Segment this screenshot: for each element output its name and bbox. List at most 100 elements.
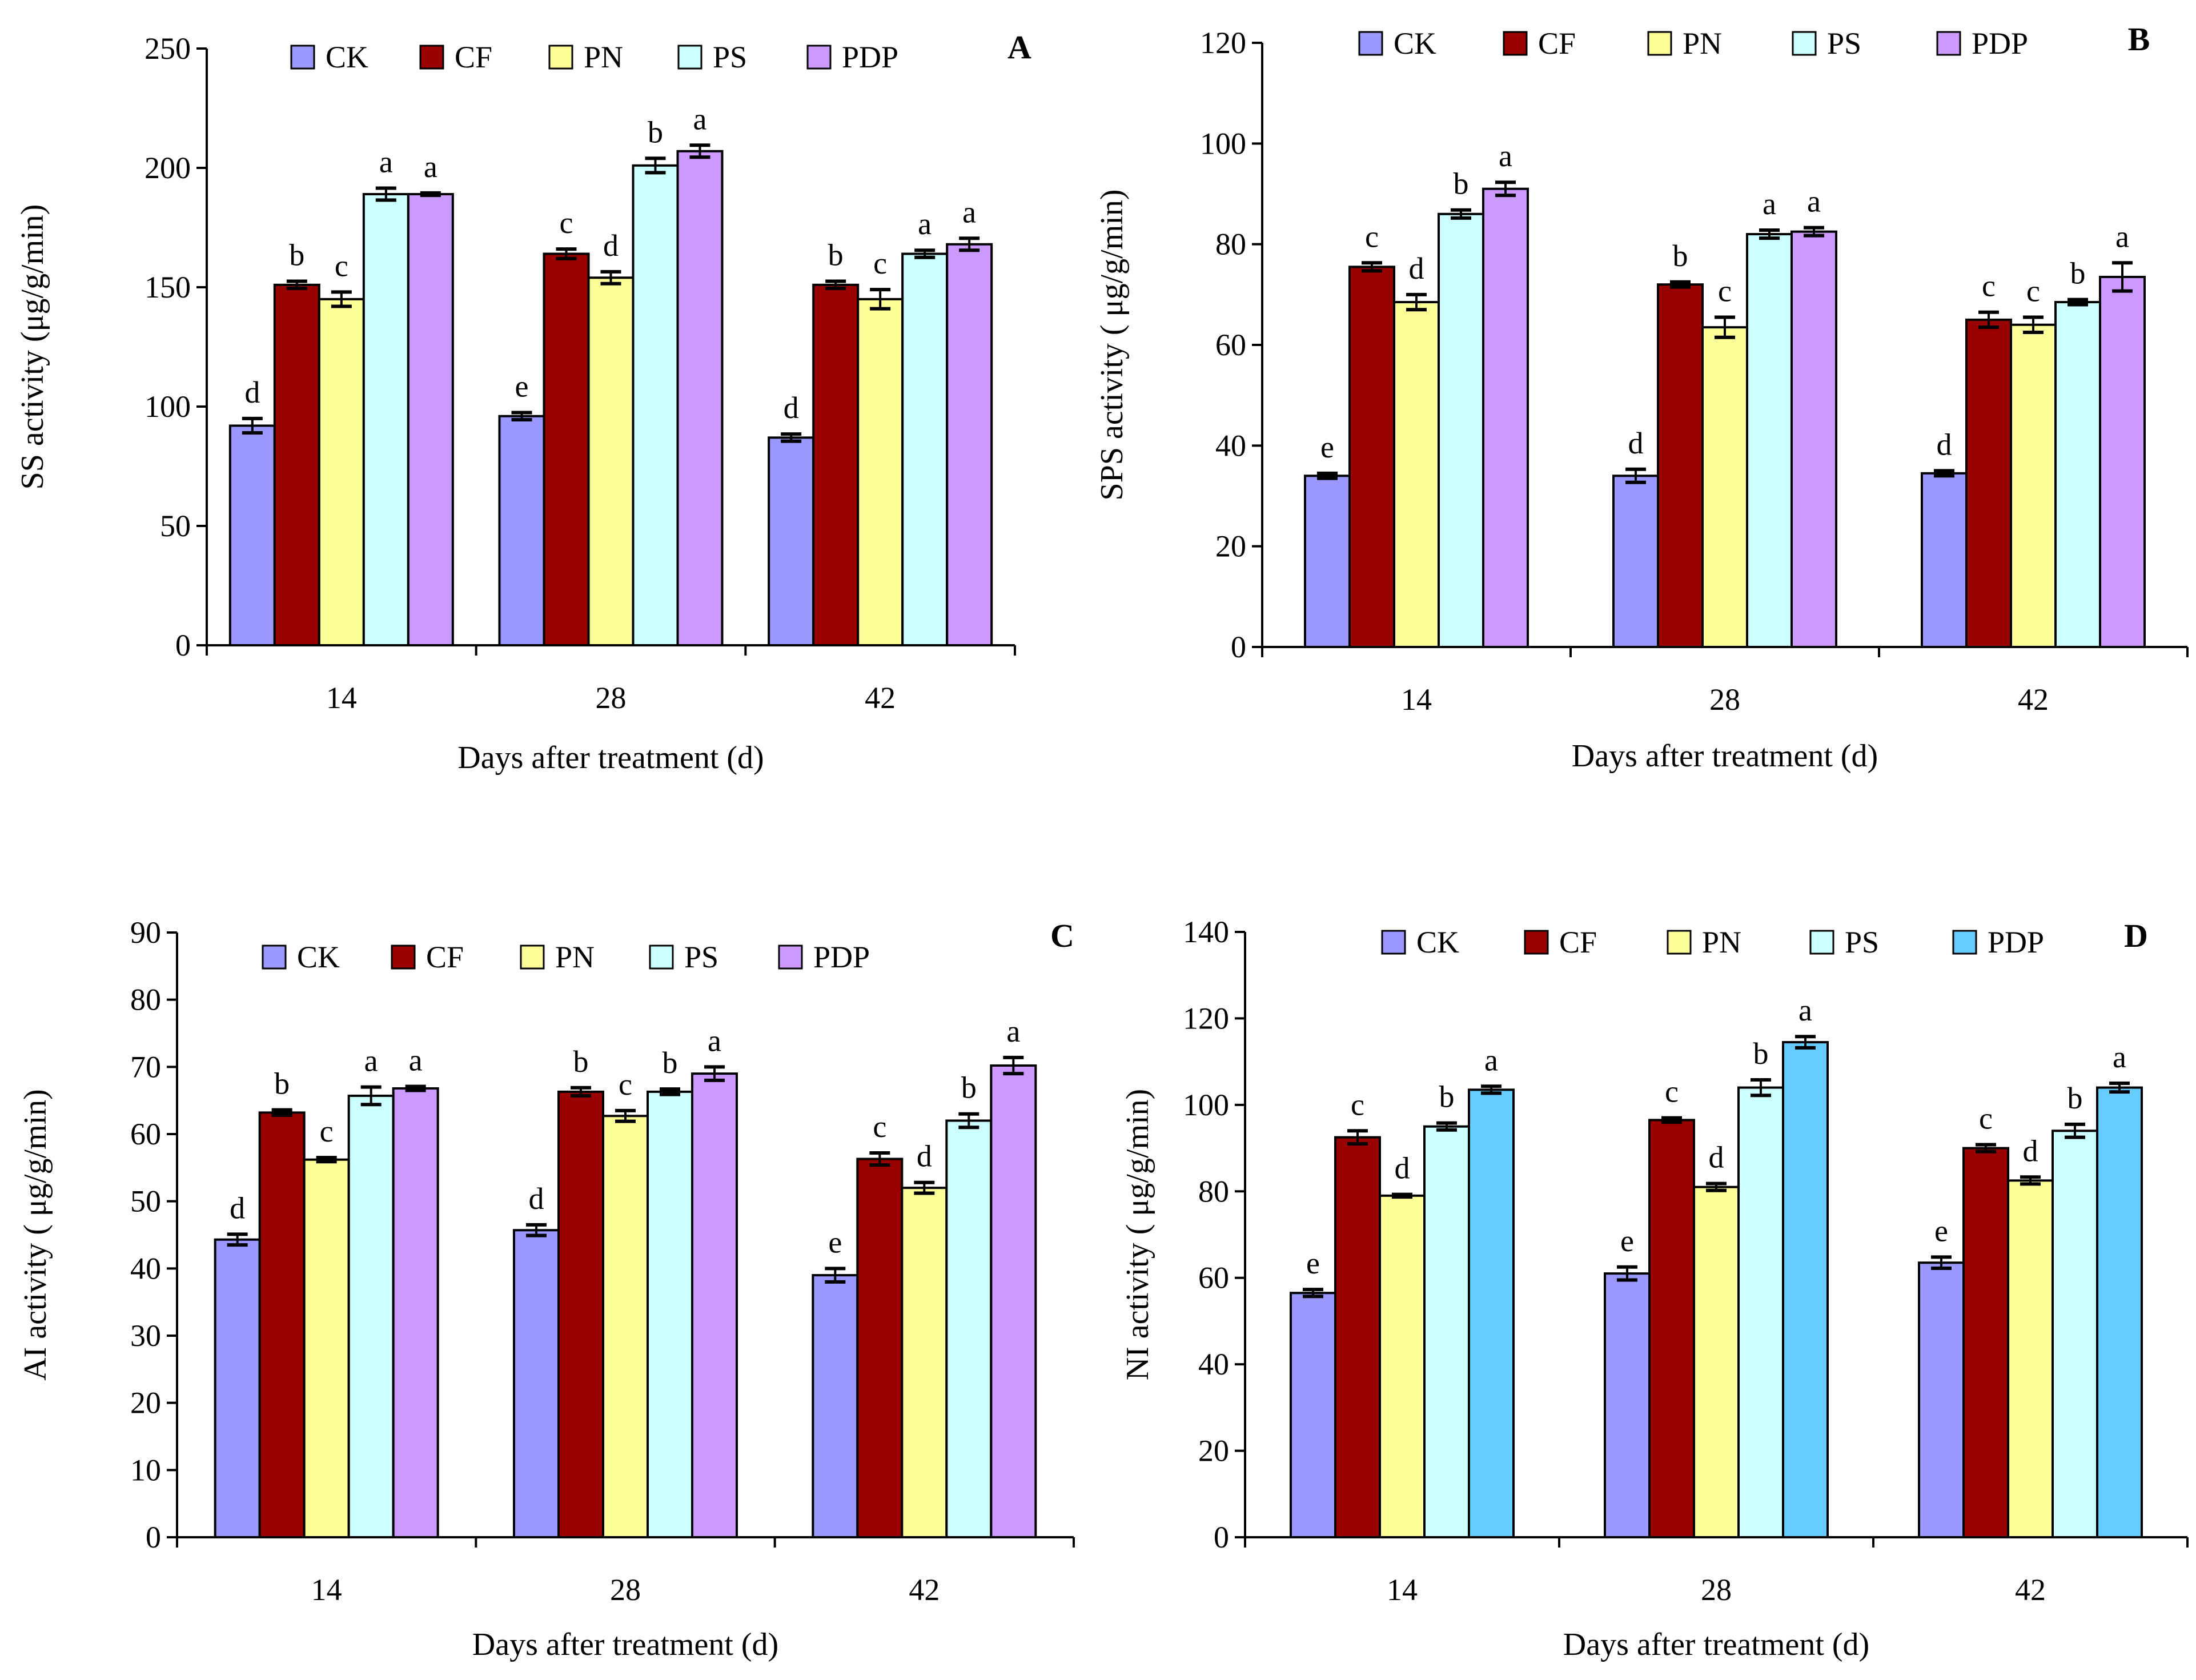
significance-letter: e — [1934, 1213, 1948, 1248]
significance-letter: a — [2113, 1040, 2126, 1074]
legend-swatch-ck — [262, 945, 287, 970]
legend-swatch-pn — [1647, 31, 1672, 56]
bar-ck — [1604, 1272, 1651, 1538]
bar-cf — [273, 283, 320, 646]
bar-pn — [2010, 323, 2057, 648]
significance-letter: b — [1753, 1036, 1769, 1071]
bar-pn — [901, 1187, 948, 1538]
significance-letter: d — [529, 1181, 544, 1216]
significance-letter: b — [1673, 239, 1688, 273]
significance-letter: b — [1439, 1080, 1455, 1114]
x-axis-title: Days after treatment (d) — [472, 1627, 778, 1662]
y-tick-label: 80 — [1198, 1174, 1229, 1208]
bar-pn — [1701, 326, 1748, 648]
bar-cf — [543, 252, 590, 647]
legend-swatch-ck — [290, 45, 315, 70]
legend-swatch-cf — [419, 45, 444, 70]
significance-letter: d — [2023, 1134, 2038, 1168]
legend-swatch-pdp — [1936, 31, 1961, 56]
legend-label-ck: CK — [1394, 26, 1436, 61]
legend-swatch-pdp — [1952, 930, 1977, 955]
y-tick-label: 0 — [1231, 630, 1246, 664]
significance-letter: c — [873, 1110, 886, 1144]
bar-pdp — [407, 192, 454, 647]
legend-swatch-pn — [548, 45, 573, 70]
significance-letter: c — [1979, 1102, 1993, 1136]
legend-swatch-ps — [1809, 930, 1834, 955]
significance-letter: a — [1484, 1043, 1498, 1077]
significance-letter: b — [274, 1067, 290, 1101]
bar-ck — [812, 1274, 859, 1539]
bar-pdp — [1482, 187, 1529, 648]
significance-letter: e — [1320, 430, 1334, 464]
bar-pdp — [2096, 1086, 2143, 1538]
y-tick-label: 50 — [160, 509, 191, 543]
x-tick-label: 42 — [865, 681, 896, 715]
significance-letter: c — [1365, 219, 1379, 254]
significance-letter: e — [1620, 1224, 1634, 1258]
y-tick-label: 0 — [1214, 1520, 1229, 1554]
significance-letter: e — [515, 369, 529, 403]
significance-letter: d — [1709, 1140, 1724, 1175]
legend-swatch-ck — [1358, 31, 1383, 56]
significance-letter: c — [873, 246, 887, 280]
y-tick-label: 80 — [130, 983, 161, 1017]
x-tick-label: 42 — [2018, 682, 2049, 717]
bar-pn — [602, 1115, 649, 1538]
bar-pn — [2007, 1179, 2054, 1539]
y-tick-label: 100 — [1200, 126, 1246, 160]
x-axis-title: Days after treatment (d) — [1563, 1627, 1869, 1662]
panel-label: B — [2128, 21, 2150, 58]
significance-letter: c — [1351, 1087, 1364, 1122]
bar-pn — [1693, 1185, 1740, 1539]
x-axis-title: Days after treatment (d) — [1572, 738, 1878, 774]
y-tick-label: 60 — [1198, 1261, 1229, 1295]
x-axis-title: Days after treatment (d) — [457, 740, 764, 775]
y-tick-label: 40 — [1198, 1347, 1229, 1381]
significance-letter: a — [1006, 1014, 1020, 1048]
y-tick-label: 20 — [1198, 1434, 1229, 1468]
legend-label-cf: CF — [1538, 26, 1576, 61]
y-tick-label: 120 — [1183, 1001, 1229, 1035]
y-tick-label: 20 — [1215, 529, 1246, 564]
bar-cf — [557, 1090, 604, 1538]
legend-label-ps: PS — [1827, 26, 1861, 61]
y-tick-label: 0 — [175, 628, 191, 662]
y-tick-label: 60 — [130, 1117, 161, 1151]
legend-label-pn: PN — [1683, 26, 1722, 61]
significance-letter: b — [2067, 1081, 2083, 1115]
significance-letter: a — [409, 1043, 423, 1077]
bar-pdp — [990, 1064, 1037, 1538]
bar-cf — [1648, 1119, 1695, 1539]
y-tick-label: 140 — [1183, 915, 1229, 949]
x-tick-label: 42 — [909, 1573, 940, 1607]
significance-letter: d — [784, 391, 799, 425]
significance-letter: c — [619, 1067, 632, 1102]
legend-label-cf: CF — [1559, 925, 1597, 959]
x-tick-label: 28 — [1701, 1573, 1732, 1607]
legend-swatch-ps — [1792, 31, 1817, 56]
x-tick-label: 28 — [596, 681, 627, 715]
bar-pn — [857, 298, 904, 646]
bar-ps — [632, 164, 679, 646]
legend-swatch-pn — [520, 945, 545, 970]
legend-label-ps: PS — [684, 940, 718, 974]
bar-ps — [347, 1094, 395, 1539]
x-tick-label: 14 — [1401, 682, 1432, 717]
legend-label-pdp: PDP — [842, 40, 898, 74]
bar-pdp — [392, 1087, 439, 1538]
legend-swatch-cf — [1503, 31, 1528, 56]
bar-pdp — [2099, 275, 2146, 649]
y-tick-label: 120 — [1200, 26, 1246, 60]
significance-letter: b — [573, 1044, 589, 1079]
legend-label-pdp: PDP — [1972, 26, 2028, 61]
legend-label-ck: CK — [297, 940, 340, 974]
significance-letter: a — [364, 1044, 378, 1078]
significance-letter: d — [244, 375, 260, 409]
significance-letter: c — [1665, 1075, 1679, 1109]
significance-letter: b — [1454, 167, 1469, 201]
